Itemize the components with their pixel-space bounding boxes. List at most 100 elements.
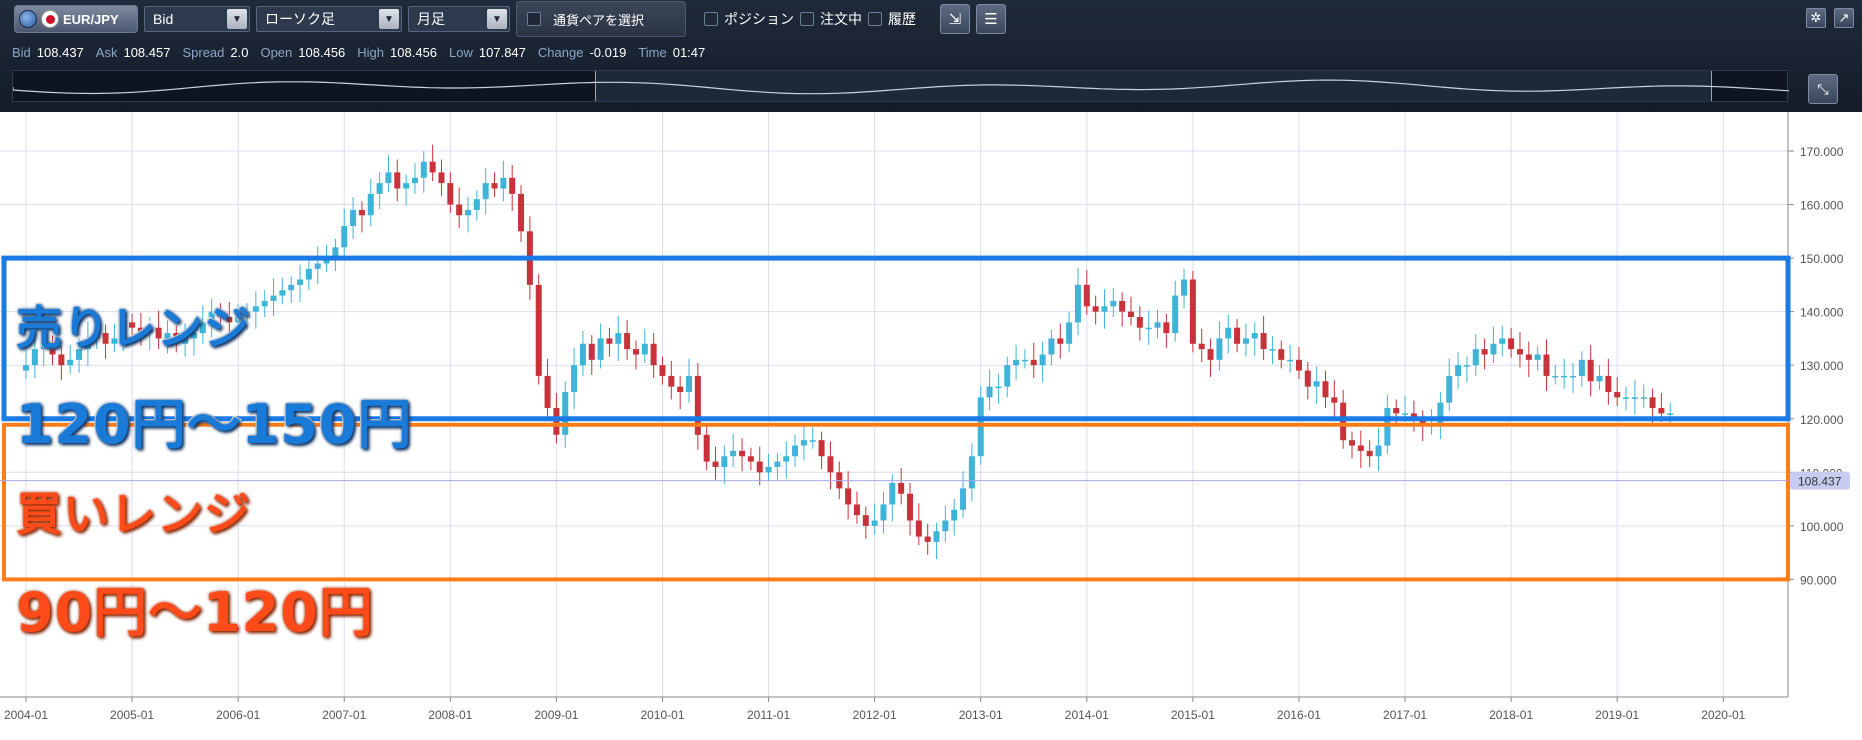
candle-body (1004, 365, 1011, 387)
x-tick-label: 2009-01 (534, 708, 578, 722)
candle-body (765, 466, 772, 473)
candle-body (694, 375, 701, 435)
candle-body (252, 306, 259, 312)
y-tick-label: 170.000 (1800, 145, 1844, 159)
candle-body (1013, 359, 1020, 366)
pair-select-button[interactable]: 通貨ペアを選択 (516, 1, 686, 37)
candle-body (1295, 359, 1302, 371)
candle-body (482, 183, 489, 200)
x-tick-label: 2015-01 (1171, 708, 1215, 722)
candle-body (809, 440, 816, 442)
high-value: 108.456 (390, 45, 438, 60)
currency-pair-button[interactable]: EUR/JPY (14, 5, 138, 33)
candle-body (889, 483, 896, 505)
candle-body (942, 520, 949, 532)
candle-body (562, 391, 569, 435)
positions-toggle[interactable]: ポジション (704, 9, 794, 29)
candle-body (358, 209, 365, 216)
candle-body (1667, 413, 1674, 415)
timeframe-select[interactable]: 月足 ▼ (408, 6, 510, 32)
candle-body (411, 177, 418, 184)
candle-body (376, 183, 383, 194)
orders-toggle[interactable]: 注文中 (800, 9, 862, 29)
candle-body (1057, 338, 1064, 344)
candle-body (1163, 322, 1170, 334)
popout-icon[interactable]: ↗ (1834, 8, 1854, 28)
candle-body (659, 365, 666, 376)
history-toggle[interactable]: 履歴 (868, 9, 916, 29)
candle-body (1287, 359, 1294, 362)
resize-icon: ⤡ (1817, 80, 1829, 97)
candle-body (67, 359, 74, 366)
candle-body (270, 295, 277, 301)
quote-stats: Bid 108.437 Ask 108.457 Spread 2.0 Open 108.… (12, 45, 711, 60)
pair-select-label: 通貨ペアを選択 (553, 12, 645, 28)
price-type-select[interactable]: Bid ▼ (144, 6, 250, 32)
candle-body (933, 531, 940, 542)
candle-body (1587, 359, 1594, 382)
candle-body (1525, 354, 1532, 360)
candle-body (1375, 445, 1382, 457)
candle-body (650, 343, 657, 366)
candle-body (1437, 402, 1444, 425)
candle-body (1658, 408, 1665, 414)
candle-body (1481, 349, 1488, 355)
candle-body (571, 365, 578, 392)
sell-range-box (1, 255, 1791, 422)
navigator-window[interactable] (595, 71, 1712, 101)
chevron-down-icon: ▼ (379, 9, 399, 29)
candle-body (509, 177, 516, 194)
chart-type-value: ローソク足 (265, 11, 335, 27)
top-panel: EUR/JPY Bid ▼ ローソク足 ▼ 月足 ▼ 通貨ペアを選択 ポジション… (0, 0, 1862, 112)
order-window-button[interactable]: ⇲ (940, 4, 970, 34)
chart-type-select[interactable]: ローソク足 ▼ (256, 6, 402, 32)
candle-body (774, 461, 781, 467)
x-tick-label: 2010-01 (640, 708, 684, 722)
candle-body (226, 317, 233, 323)
candle-body (1021, 359, 1028, 362)
pair-select-checkbox[interactable] (527, 12, 541, 26)
current-price-tag (1790, 471, 1850, 490)
history-checkbox[interactable] (868, 12, 882, 26)
candle-body (385, 172, 392, 184)
panel-list-button[interactable]: ☰ (976, 4, 1006, 34)
candle-body (1154, 322, 1161, 328)
candle-body (792, 445, 799, 457)
positions-checkbox[interactable] (704, 12, 718, 26)
current-price-label: 108.437 (1798, 475, 1842, 489)
candle-body (1623, 397, 1630, 399)
candle-body (1269, 349, 1276, 351)
candle-body (1614, 391, 1621, 398)
scale-button[interactable]: ⤡ (1808, 74, 1838, 104)
ask-label: Ask (95, 45, 118, 60)
candle-body (332, 247, 339, 259)
candle-body (1225, 327, 1232, 339)
orders-checkbox[interactable] (800, 12, 814, 26)
candle-body (686, 375, 692, 392)
time-label: Time (638, 45, 667, 60)
candle-body (588, 343, 595, 360)
timeframe-value: 月足 (417, 11, 445, 27)
open-value: 108.456 (298, 45, 346, 60)
x-tick-label: 2014-01 (1065, 708, 1109, 722)
candle-body (1552, 375, 1559, 378)
chart-area[interactable]: 90.000100.000110.000120.000130.000140.00… (0, 112, 1862, 735)
settings-icon[interactable]: ✲ (1806, 8, 1826, 28)
candle-body (1596, 375, 1603, 382)
candle-body (1313, 381, 1320, 387)
candle-body (951, 509, 958, 521)
navigator-scrollbar[interactable] (12, 70, 1789, 102)
candle-body (1260, 333, 1267, 350)
candle-body (279, 290, 286, 296)
candle-body (1128, 311, 1134, 318)
candle-body (1189, 279, 1196, 344)
candle-body (853, 504, 860, 516)
time-value: 01:47 (672, 45, 706, 60)
candle-body (1074, 284, 1081, 323)
candle-body (1393, 408, 1400, 414)
list-icon: ☰ (984, 11, 998, 28)
candle-body (111, 338, 118, 344)
candle-body (120, 322, 127, 339)
candle-body (1640, 397, 1647, 399)
plot-background (0, 112, 1788, 697)
